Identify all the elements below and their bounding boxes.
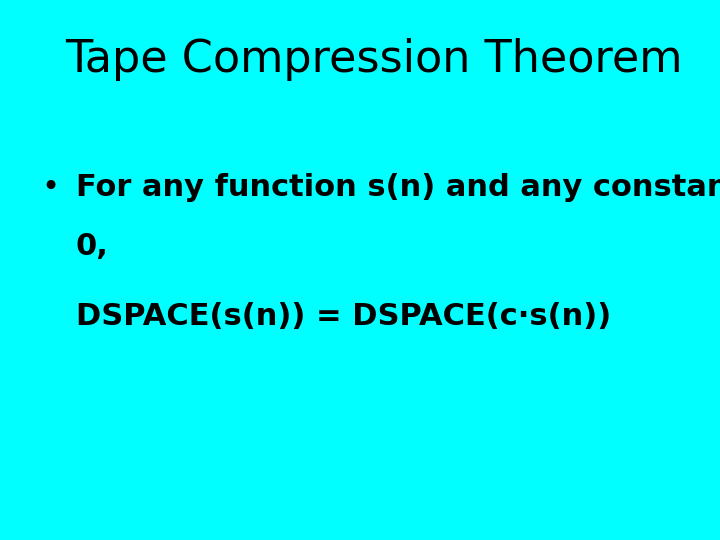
Text: Tape Compression Theorem: Tape Compression Theorem (65, 38, 683, 81)
Text: DSPACE(s(n)) = DSPACE(c·s(n)): DSPACE(s(n)) = DSPACE(c·s(n)) (76, 302, 611, 332)
Text: For any function s(n) and any constant c >: For any function s(n) and any constant c… (76, 173, 720, 202)
Text: •: • (41, 173, 60, 202)
Text: 0,: 0, (76, 232, 109, 261)
